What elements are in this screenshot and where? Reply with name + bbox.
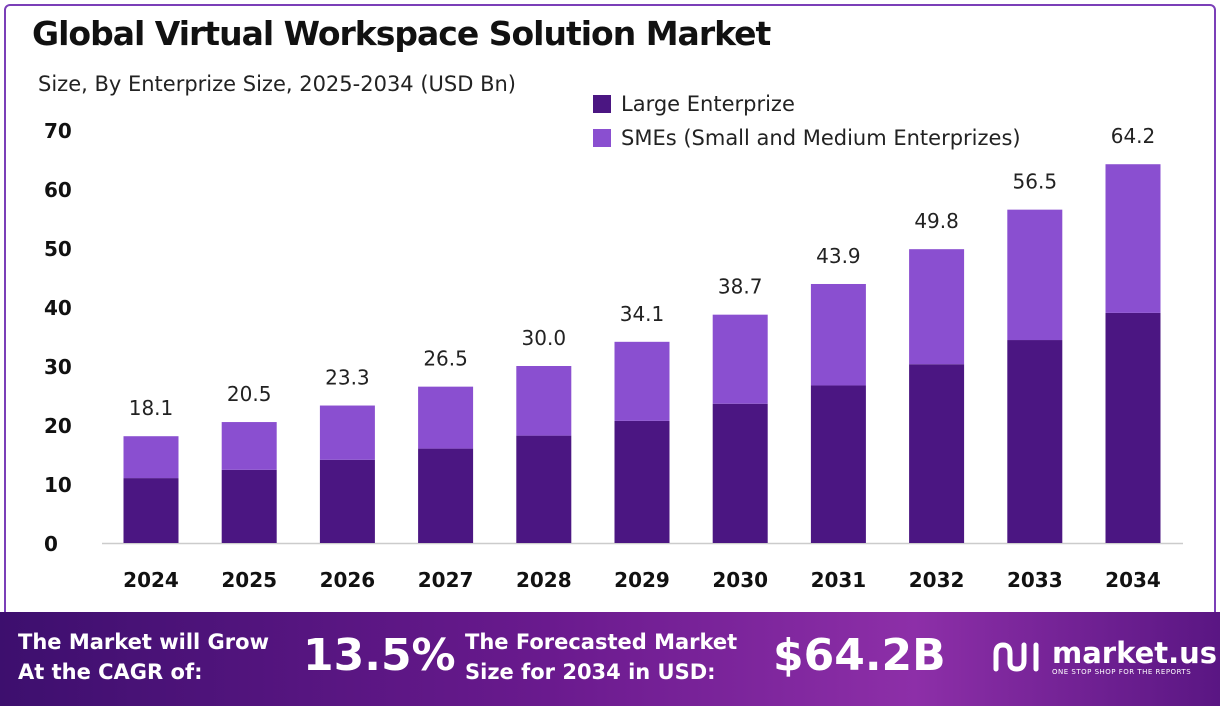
market-us-logo-icon	[993, 642, 1039, 672]
bar-segment-smes	[516, 366, 572, 436]
y-tick-label: 30	[44, 355, 72, 379]
bar-segment-large-enterprize	[516, 435, 572, 543]
legend-item-smes: SMEs (Small and Medium Enterprizes)	[593, 122, 1021, 154]
x-tick-label: 2032	[909, 568, 965, 592]
bar-segment-smes	[614, 341, 670, 421]
bar-segment-large-enterprize	[712, 403, 768, 543]
bar-segment-smes	[319, 405, 375, 460]
bar-total-label: 56.5	[1013, 170, 1058, 194]
bar-total-label: 20.5	[227, 382, 272, 406]
forecast-label: The Forecasted Market Size for 2034 in U…	[465, 630, 738, 684]
x-tick-label: 2033	[1007, 568, 1063, 592]
bar-total-label: 23.3	[325, 366, 370, 390]
y-tick-label: 60	[44, 178, 72, 202]
forecast-value: $64.2B	[773, 630, 946, 681]
legend: Large Enterprize SMEs (Small and Medium …	[593, 88, 1021, 156]
bar-segment-large-enterprize	[319, 459, 375, 543]
bar-segment-smes	[712, 314, 768, 404]
x-tick-label: 2034	[1105, 568, 1161, 592]
y-tick-label: 50	[44, 237, 72, 261]
bar-total-label: 38.7	[718, 275, 763, 299]
bar-total-label: 34.1	[620, 302, 665, 326]
x-tick-label: 2029	[614, 568, 670, 592]
bar-segment-smes	[1105, 164, 1161, 313]
cagr-value: 13.5%	[303, 630, 456, 681]
legend-swatch-smes	[593, 129, 611, 147]
bar-segment-large-enterprize	[221, 469, 277, 543]
brand-logo: market.us ONE STOP SHOP FOR THE REPORTS	[992, 638, 1217, 676]
bar-segment-large-enterprize	[1105, 312, 1161, 543]
bar-total-label: 30.0	[522, 326, 567, 350]
bar-segment-large-enterprize	[909, 364, 965, 543]
chart-subtitle: Size, By Enterprize Size, 2025-2034 (USD…	[38, 72, 516, 96]
y-tick-label: 20	[44, 414, 72, 438]
bar-segment-smes	[123, 436, 179, 479]
y-tick-label: 70	[44, 119, 72, 143]
y-tick-label: 10	[44, 473, 72, 497]
bar-segment-large-enterprize	[123, 478, 179, 543]
brand-name: market.us	[1052, 636, 1218, 670]
bar-segment-large-enterprize	[1007, 340, 1063, 543]
stacked-bar-chart: 01020304050607018.1202420.5202523.320262…	[44, 119, 1183, 592]
x-tick-label: 2028	[516, 568, 572, 592]
x-tick-label: 2030	[712, 568, 768, 592]
legend-label-large-enterprize: Large Enterprize	[621, 92, 795, 116]
y-tick-label: 0	[44, 532, 58, 556]
bar-segment-smes	[909, 249, 965, 365]
x-tick-label: 2027	[418, 568, 474, 592]
legend-swatch-large-enterprize	[593, 95, 611, 113]
cagr-label: The Market will Grow At the CAGR of:	[18, 630, 269, 684]
bar-segment-large-enterprize	[810, 385, 866, 543]
bar-total-label: 43.9	[816, 244, 861, 268]
bar-segment-smes	[810, 283, 866, 386]
summary-banner: The Market will Grow At the CAGR of: 13.…	[0, 612, 1220, 706]
bar-segment-smes	[221, 422, 277, 470]
brand-tagline: ONE STOP SHOP FOR THE REPORTS	[1052, 668, 1192, 676]
bar-total-label: 26.5	[423, 347, 468, 371]
bar-segment-large-enterprize	[418, 448, 474, 543]
legend-item-large-enterprize: Large Enterprize	[593, 88, 1021, 120]
bar-segment-smes	[1007, 209, 1063, 341]
bar-segment-large-enterprize	[614, 420, 670, 543]
bar-total-label: 64.2	[1111, 124, 1156, 148]
legend-label-smes: SMEs (Small and Medium Enterprizes)	[621, 126, 1021, 150]
y-tick-label: 40	[44, 296, 72, 320]
x-tick-label: 2026	[320, 568, 376, 592]
chart-title: Global Virtual Workspace Solution Market	[32, 14, 771, 53]
x-tick-label: 2024	[123, 568, 179, 592]
x-tick-label: 2025	[221, 568, 277, 592]
bar-total-label: 49.8	[914, 209, 959, 233]
bar-total-label: 18.1	[129, 396, 174, 420]
bar-segment-smes	[418, 386, 474, 449]
x-tick-label: 2031	[811, 568, 867, 592]
